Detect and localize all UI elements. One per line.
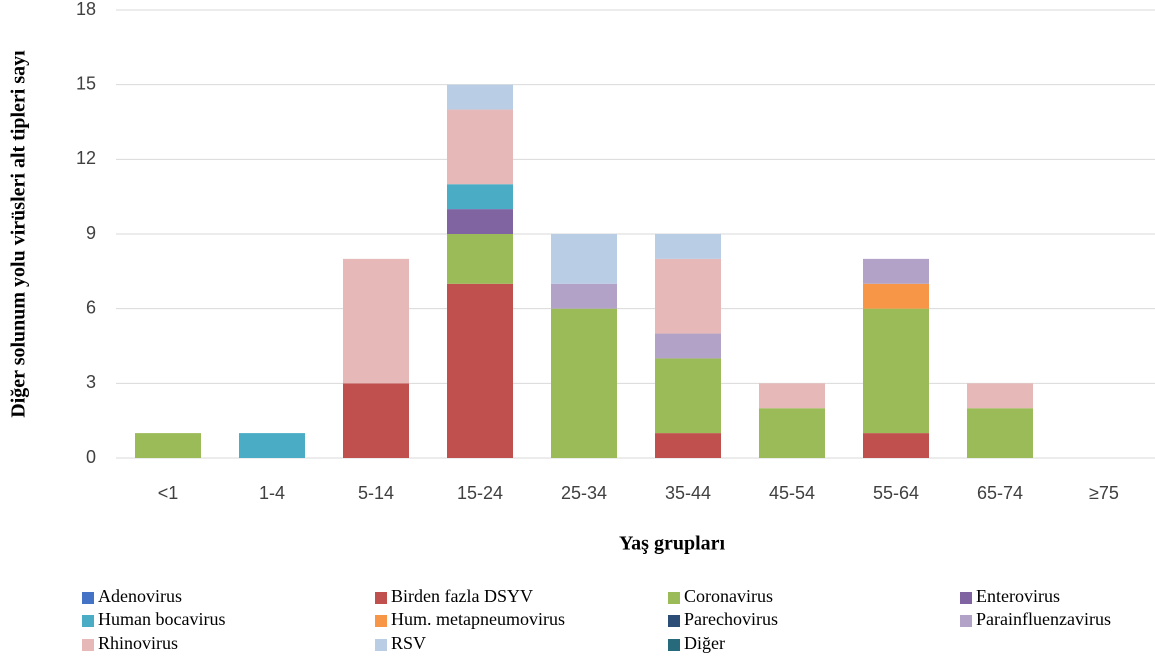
legend-swatch [375, 615, 387, 627]
legend-label: Parainfluenzavirus [976, 609, 1111, 629]
bar-segment [655, 333, 721, 359]
legend-swatch [82, 615, 94, 627]
bar-segment [447, 283, 513, 458]
bar-segment [447, 234, 513, 284]
legend-swatch [668, 615, 680, 627]
bar-segment [759, 383, 825, 409]
legend-swatch [375, 639, 387, 651]
bar-segment [863, 308, 929, 434]
bar-segment [135, 433, 201, 458]
bar-segment [343, 383, 409, 458]
y-tick-label: 6 [86, 297, 96, 317]
bar-segment [655, 258, 721, 334]
x-tick-label: <1 [158, 483, 179, 503]
x-tick-label: 1-4 [259, 483, 285, 503]
x-tick-label: 35-44 [665, 483, 711, 503]
x-tick-label: 45-54 [769, 483, 815, 503]
legend-swatch [375, 592, 387, 604]
legend-swatch [668, 639, 680, 651]
bar-segment [967, 408, 1033, 458]
legend-label: Parechovirus [684, 609, 778, 629]
legend-label: RSV [391, 633, 426, 653]
y-axis-title: Diğer solunum yolu virüsleri alt tipleri… [8, 50, 30, 418]
x-axis-title: Yaş grupları [619, 533, 726, 555]
legend-label: Enterovirus [976, 586, 1060, 606]
y-tick-label: 0 [86, 447, 96, 467]
x-tick-label: 25-34 [561, 483, 607, 503]
bar-segment [239, 433, 305, 458]
legend-swatch [82, 639, 94, 651]
bar-segment [551, 308, 617, 458]
legend-swatch [668, 592, 680, 604]
y-tick-label: 9 [86, 223, 96, 243]
bar-segment [447, 109, 513, 185]
bar-segment [863, 258, 929, 284]
legend-label: Coronavirus [684, 586, 773, 606]
legend-label: Rhinovirus [98, 633, 178, 653]
y-tick-label: 12 [76, 148, 96, 168]
legend-label: Adenovirus [98, 586, 182, 606]
y-tick-label: 18 [76, 0, 96, 19]
bar-segment [551, 234, 617, 284]
x-tick-label: 65-74 [977, 483, 1023, 503]
bar-segment [967, 383, 1033, 409]
x-tick-label: 55-64 [873, 483, 919, 503]
bar-segment [759, 408, 825, 458]
bar-segment [863, 433, 929, 458]
bar-segment [655, 433, 721, 458]
bar-segment [447, 84, 513, 110]
legend-label: Diğer [684, 633, 725, 653]
legend-swatch [960, 615, 972, 627]
legend-label: Birden fazla DSYV [391, 586, 533, 606]
bar-segment [655, 234, 721, 259]
x-tick-label: 15-24 [457, 483, 503, 503]
legend-label: Hum. metapneumovirus [391, 609, 565, 629]
legend-swatch [960, 592, 972, 604]
bar-segment [343, 258, 409, 384]
x-tick-label: ≥75 [1089, 483, 1119, 503]
bar-segment [863, 283, 929, 309]
y-tick-label: 3 [86, 372, 96, 392]
bar-segment [447, 184, 513, 210]
bar-segment [447, 209, 513, 234]
legend-label: Human bocavirus [98, 609, 225, 629]
bar-segment [655, 358, 721, 434]
legend-swatch [82, 592, 94, 604]
x-tick-label: 5-14 [358, 483, 394, 503]
y-tick-label: 15 [76, 73, 96, 93]
bar-segment [551, 283, 617, 309]
